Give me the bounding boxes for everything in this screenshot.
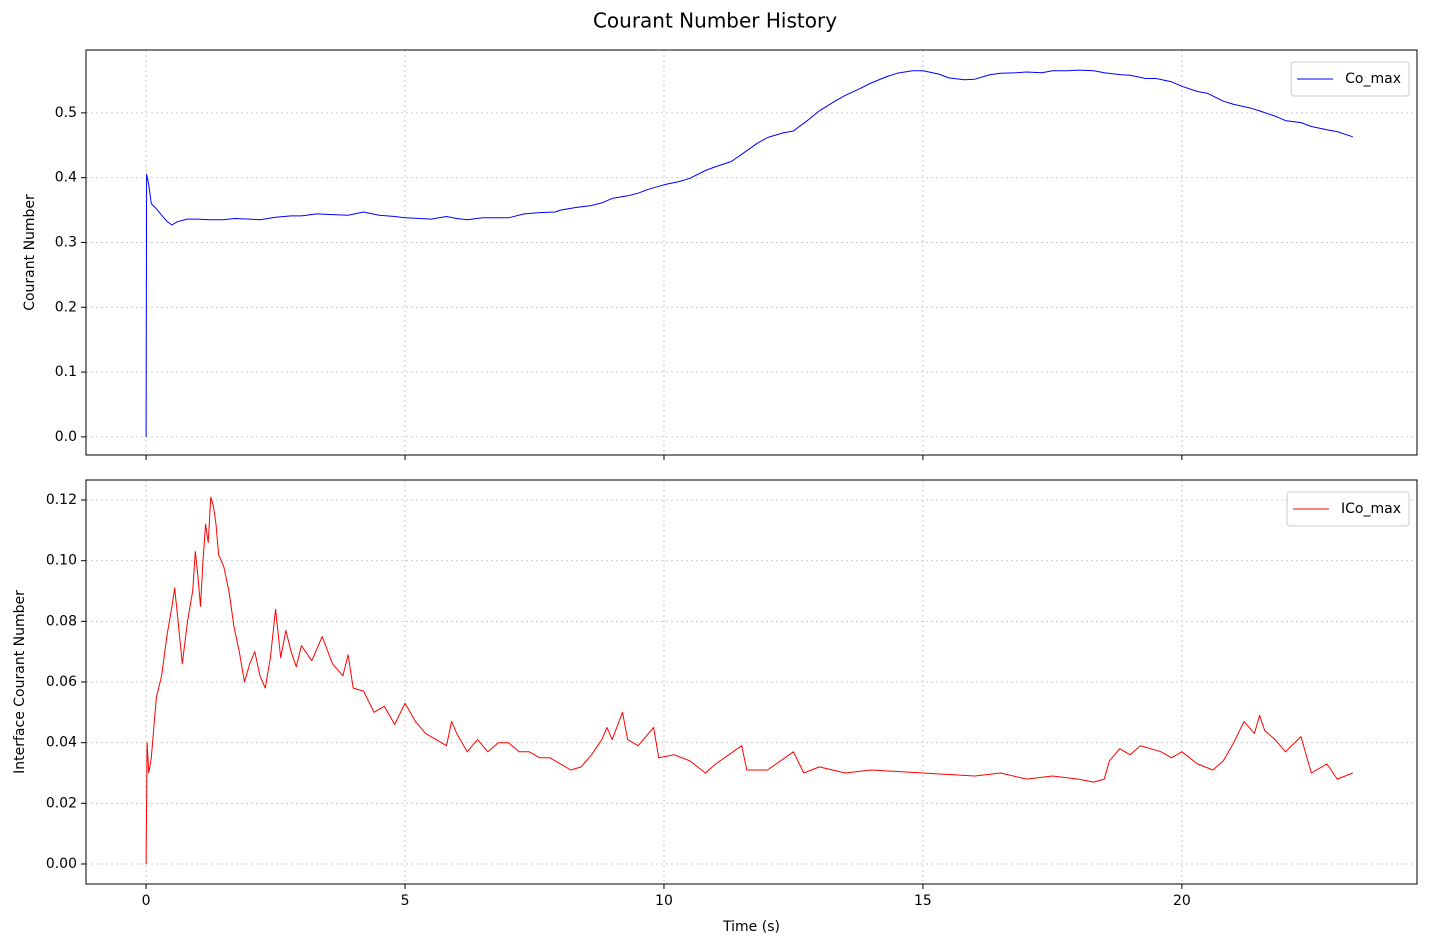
x-tick-label: 0 (142, 893, 151, 909)
y-tick-label: 0.4 (55, 170, 77, 186)
x-tick-label: 5 (401, 893, 410, 909)
y-tick-label: 0.08 (46, 613, 77, 629)
legend-frame (1290, 61, 1410, 97)
x-tick-label: 20 (1173, 893, 1191, 909)
y-axis-label: Interface Courant Number (12, 590, 28, 774)
data-line (145, 496, 1353, 865)
y-tick-label: 0.1 (55, 364, 77, 380)
x-tick-label: 10 (655, 893, 673, 909)
x-tick-label: 15 (914, 893, 932, 909)
data-line (145, 69, 1353, 437)
y-tick-label: 0.00 (46, 856, 77, 872)
figure-title: Courant Number History (593, 9, 837, 33)
axes-frame (85, 49, 1418, 456)
legend-frame (1286, 491, 1410, 527)
y-tick-label: 0.04 (46, 735, 77, 751)
y-tick-label: 0.06 (46, 674, 77, 690)
legend: Co_max (1290, 61, 1410, 97)
legend: ICo_max (1286, 491, 1410, 527)
y-tick-label: 0.3 (55, 234, 77, 250)
y-tick-label: 0.0 (55, 429, 77, 445)
y-tick-label: 0.02 (46, 795, 77, 811)
y-tick-label: 0.12 (46, 492, 77, 508)
y-tick-label: 0.10 (46, 553, 77, 569)
legend-label: Co_max (1345, 71, 1401, 87)
axes-frame (85, 479, 1418, 885)
y-axis-label: Courant Number (22, 194, 38, 311)
legend-label: ICo_max (1341, 501, 1401, 517)
y-tick-label: 0.5 (55, 105, 77, 121)
y-tick-label: 0.2 (55, 299, 77, 315)
x-axis-label: Time (s) (722, 919, 780, 935)
